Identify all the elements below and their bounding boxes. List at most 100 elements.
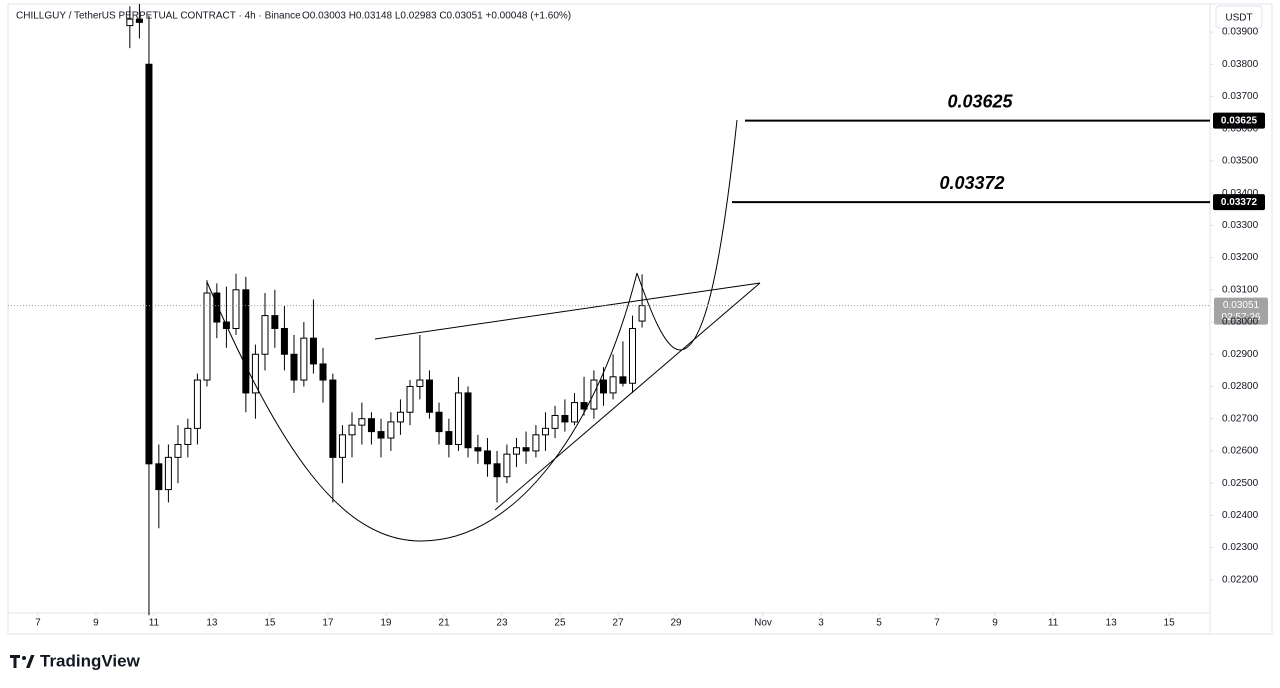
candle-body bbox=[396, 411, 404, 423]
y-tick-label: 0.03200 bbox=[1222, 252, 1259, 263]
candle-body bbox=[329, 379, 337, 458]
y-tick-label: 0.02800 bbox=[1222, 381, 1259, 392]
candle-body bbox=[464, 392, 472, 449]
x-tick-label: 13 bbox=[1106, 618, 1118, 629]
candle-body bbox=[435, 411, 443, 433]
x-tick-label: 13 bbox=[206, 618, 218, 629]
candle-body bbox=[580, 402, 588, 410]
candle-body bbox=[483, 450, 491, 465]
level-price-badge-label: 0.03625 bbox=[1221, 115, 1258, 126]
candle-body bbox=[271, 315, 279, 329]
x-tick-label: 15 bbox=[1164, 618, 1176, 629]
level-price-badge bbox=[1213, 194, 1265, 211]
currency-button[interactable] bbox=[1215, 5, 1263, 29]
y-tick-label: 0.02400 bbox=[1222, 510, 1259, 521]
logo-slash bbox=[26, 655, 35, 668]
countdown-label: 02:57:26 bbox=[1222, 312, 1261, 323]
upper-trend-line bbox=[374, 282, 761, 340]
candle-body bbox=[232, 289, 240, 329]
candle-body bbox=[338, 434, 346, 458]
logo-mark bbox=[10, 655, 20, 668]
candle-body bbox=[261, 315, 269, 355]
candle-body bbox=[561, 414, 569, 423]
candle-body bbox=[454, 392, 462, 445]
candle-body bbox=[213, 292, 221, 323]
candle-body bbox=[251, 353, 259, 394]
candle-body bbox=[145, 63, 153, 465]
y-tick-label: 0.03600 bbox=[1222, 123, 1259, 134]
x-tick-label: 23 bbox=[496, 618, 508, 629]
candle-body bbox=[445, 431, 453, 445]
candle-body bbox=[387, 421, 395, 439]
x-tick-label: 27 bbox=[612, 618, 624, 629]
y-tick-label: 0.03100 bbox=[1222, 284, 1259, 295]
candle-body bbox=[503, 453, 511, 478]
candle-body bbox=[184, 427, 192, 445]
y-tick-label: 0.02500 bbox=[1222, 478, 1259, 489]
candle-body bbox=[367, 418, 375, 433]
drawings bbox=[206, 119, 761, 542]
lower-trend-line bbox=[494, 282, 761, 511]
y-tick-label: 0.03400 bbox=[1222, 188, 1259, 199]
candle-body bbox=[193, 379, 201, 429]
level-price-badge bbox=[1213, 112, 1265, 129]
candle-body bbox=[493, 463, 501, 478]
chart-title: CHILLGUY / TetherUS PERPETUAL CONTRACT ·… bbox=[16, 11, 301, 22]
x-tick-label: 11 bbox=[1048, 618, 1059, 629]
projection-curve bbox=[636, 119, 738, 351]
brand-logo bbox=[10, 655, 35, 668]
candle-body bbox=[638, 305, 646, 322]
candle-body bbox=[551, 414, 559, 429]
chart-frame bbox=[7, 3, 1273, 635]
brand-name: TradingView bbox=[40, 651, 141, 670]
x-tick-label: 25 bbox=[554, 618, 566, 629]
candle-body bbox=[512, 447, 520, 455]
x-tick-label: 11 bbox=[149, 618, 160, 629]
candle-body bbox=[290, 353, 298, 381]
x-tick-label: 9 bbox=[992, 618, 998, 629]
candle-body bbox=[532, 434, 540, 452]
y-tick-label: 0.02600 bbox=[1222, 446, 1259, 457]
candle-body bbox=[348, 424, 356, 436]
candle-body bbox=[541, 427, 549, 436]
y-tick-label: 0.02700 bbox=[1222, 413, 1259, 424]
candle-body bbox=[377, 431, 385, 439]
overlay: 0.03625 0.03625 0.03372 0.03372 0.0305102:57… bbox=[8, 91, 1268, 325]
x-tick-label: 7 bbox=[35, 618, 41, 629]
candle-body bbox=[242, 289, 250, 394]
candle-body bbox=[155, 463, 163, 491]
candle-body bbox=[174, 443, 182, 458]
y-tick-label: 0.03800 bbox=[1222, 59, 1259, 70]
candle-body bbox=[126, 18, 134, 27]
currency-label[interactable]: USDT bbox=[1225, 13, 1252, 24]
x-tick-label: 5 bbox=[876, 618, 882, 629]
candle-body bbox=[280, 327, 288, 355]
candles bbox=[126, 4, 646, 616]
x-tick-label: 21 bbox=[438, 618, 450, 629]
candle-body bbox=[319, 363, 327, 381]
candle-body bbox=[474, 447, 482, 452]
candle-body bbox=[300, 337, 308, 381]
candle-body bbox=[406, 385, 414, 413]
candle-body bbox=[599, 379, 607, 394]
x-tick-label: 9 bbox=[93, 618, 99, 629]
y-tick-label: 0.03500 bbox=[1222, 156, 1259, 167]
target-level-label: 0.03625 bbox=[947, 91, 1013, 111]
cup-curve bbox=[206, 272, 638, 542]
candle-body bbox=[358, 418, 366, 426]
candle-body bbox=[628, 327, 636, 384]
candle-body bbox=[570, 402, 578, 423]
target-level-label: 0.03372 bbox=[939, 173, 1004, 193]
x-tick-label: 19 bbox=[380, 618, 392, 629]
level-price-badge-label: 0.03372 bbox=[1221, 197, 1258, 208]
last-price-badge bbox=[1214, 297, 1268, 325]
candle-body bbox=[135, 18, 143, 23]
y-tick-label: 0.03300 bbox=[1222, 220, 1259, 231]
candle-body bbox=[203, 292, 211, 381]
x-tick-label: 17 bbox=[322, 618, 334, 629]
x-tick-label: 3 bbox=[818, 618, 824, 629]
y-tick-label: 0.02300 bbox=[1222, 542, 1259, 553]
candle-body bbox=[609, 376, 617, 394]
last-price-label: 0.03051 bbox=[1223, 300, 1260, 311]
